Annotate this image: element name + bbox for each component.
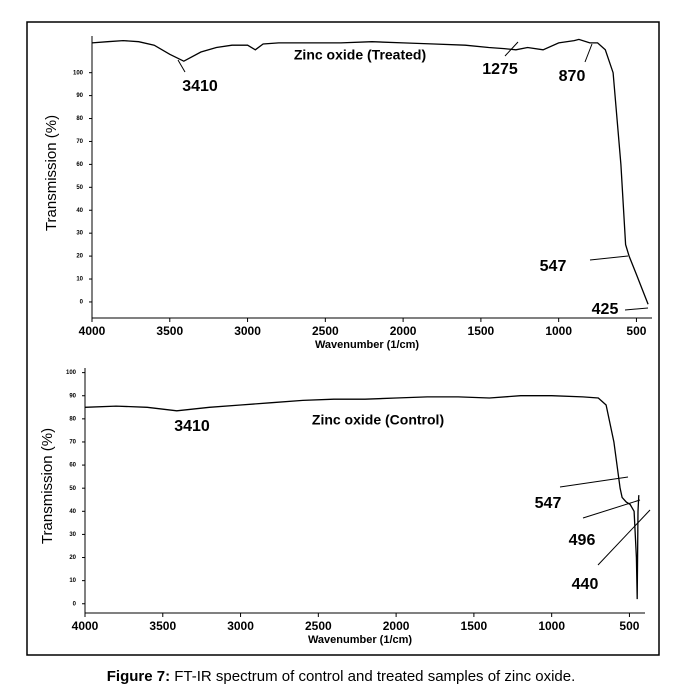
annotation: 547 (540, 258, 567, 275)
annotation-leader (177, 59, 186, 73)
annotation: 440 (572, 576, 599, 593)
y-tick-label: 80 (76, 116, 83, 122)
chart-title: Zinc oxide (Control) (312, 412, 444, 428)
caption-text: FT-IR spectrum of control and treated sa… (174, 668, 575, 685)
annotation: 3410 (174, 418, 210, 435)
x-axis-label: Wavenumber (1/cm) (315, 339, 419, 351)
y-axis-label: Transmission (%) (39, 428, 56, 544)
x-tick-label: 1500 (461, 619, 488, 633)
y-tick-label: 80 (69, 416, 76, 422)
annotation-leader (589, 255, 629, 261)
x-tick-label: 1000 (545, 324, 572, 338)
annotation: 547 (535, 495, 562, 512)
x-tick-label: 2000 (390, 324, 417, 338)
y-tick-label: 30 (76, 231, 83, 237)
y-axis-label: Transmission (%) (43, 115, 60, 231)
x-tick-label: 500 (626, 324, 646, 338)
annotation: 1275 (482, 61, 518, 78)
spectrum-line (91, 38, 649, 305)
x-tick-label: 3500 (156, 324, 183, 338)
y-tick-label: 50 (69, 486, 76, 492)
x-tick-label: 2000 (383, 619, 410, 633)
y-tick-label: 50 (76, 185, 83, 191)
x-tick-label: 3000 (234, 324, 261, 338)
x-tick-label: 2500 (312, 324, 339, 338)
spectrum-line (84, 395, 640, 600)
x-tick-label: 3500 (149, 619, 176, 633)
x-tick-label: 500 (619, 619, 639, 633)
caption-label: Figure 7: (107, 668, 170, 685)
y-tick-label: 70 (69, 440, 76, 446)
y-tick-label: 20 (76, 254, 83, 260)
annotation-leader (504, 41, 519, 57)
y-tick-label: 90 (76, 93, 83, 99)
chart-title: Zinc oxide (Treated) (294, 47, 426, 63)
annotation-leader (597, 509, 651, 566)
y-tick-label: 10 (69, 578, 76, 584)
y-tick-label: 30 (69, 532, 76, 538)
annotation: 496 (569, 532, 596, 549)
y-tick-label: 60 (69, 463, 76, 469)
caption: Figure 7: FT-IR spectrum of control and … (107, 668, 576, 685)
annotation-leader (624, 307, 649, 311)
y-tick-label: 40 (69, 509, 76, 515)
y-tick-label: 40 (76, 208, 83, 214)
x-tick-label: 4000 (79, 324, 106, 338)
x-tick-label: 4000 (72, 619, 99, 633)
y-tick-label: 100 (73, 70, 84, 76)
y-tick-label: 20 (69, 555, 76, 561)
x-axis-label: Wavenumber (1/cm) (308, 634, 412, 646)
annotation: 425 (592, 301, 619, 318)
annotation: 870 (559, 68, 586, 85)
frame (26, 21, 660, 656)
y-tick-label: 90 (69, 393, 76, 399)
x-tick-label: 3000 (227, 619, 254, 633)
annotation-leader (584, 43, 593, 63)
x-tick-label: 1000 (538, 619, 565, 633)
y-tick-label: 60 (76, 162, 83, 168)
y-tick-label: 10 (76, 277, 83, 283)
y-tick-label: 100 (66, 370, 77, 376)
annotation-leader (559, 476, 629, 488)
y-tick-label: 0 (80, 300, 84, 306)
x-tick-label: 1500 (468, 324, 495, 338)
y-tick-label: 0 (73, 601, 77, 607)
x-tick-label: 2500 (305, 619, 332, 633)
annotation: 3410 (182, 78, 218, 95)
y-tick-label: 70 (76, 139, 83, 145)
annotation-leader (582, 499, 641, 519)
